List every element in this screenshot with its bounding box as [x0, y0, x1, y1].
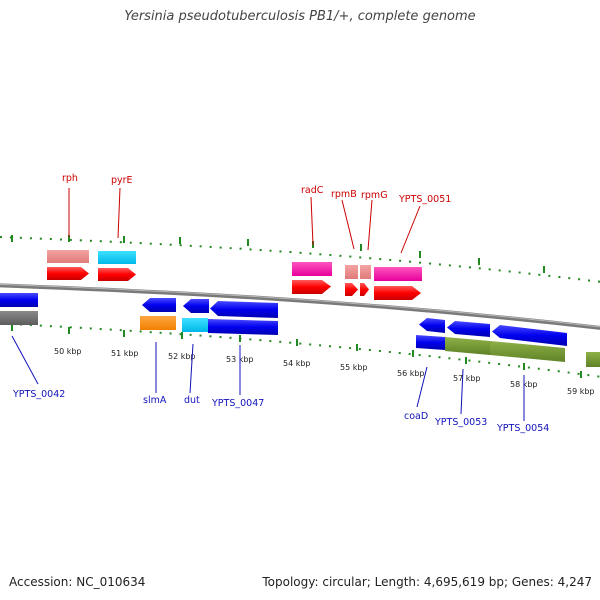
forward-gene-labels: rph pyrE radC rpmB rpmG YPTS_0051 — [62, 173, 451, 205]
forward-feature-track — [47, 250, 422, 281]
accession-text: Accession: NC_010634 — [9, 575, 146, 589]
reverse-feature-track — [0, 311, 600, 367]
cds-arrow-pyrE[interactable] — [98, 268, 136, 281]
ruler-label: 51 kbp — [111, 349, 139, 358]
cds-arrow-YPTS_0053[interactable] — [447, 321, 490, 337]
gene-label-radC[interactable]: radC — [301, 185, 324, 196]
cds-arrow-YPTS_0047[interactable] — [210, 301, 278, 318]
gene-block-YPTS_0053[interactable] — [445, 337, 490, 355]
gene-label-dut[interactable]: dut — [184, 395, 200, 406]
gene-label-YPTS_0054[interactable]: YPTS_0054 — [496, 423, 549, 434]
forward-label-leaders — [68, 187, 421, 254]
ruler-label: 50 kbp — [54, 347, 82, 356]
gene-block-YPTS_0047[interactable] — [208, 319, 278, 335]
gene-block-YPTS_0054[interactable] — [490, 341, 565, 362]
gene-block-next[interactable] — [586, 352, 600, 367]
cds-arrow-YPTS_0042[interactable] — [0, 293, 38, 307]
gene-block-dut[interactable] — [182, 318, 208, 332]
inner-ruler — [0, 322, 600, 378]
cds-arrow-dut[interactable] — [183, 299, 209, 313]
gene-label-rpmG[interactable]: rpmG — [361, 190, 388, 201]
outer-ruler — [0, 235, 600, 283]
gene-label-YPTS_0051[interactable]: YPTS_0051 — [398, 194, 451, 205]
genome-summary-text: Topology: circular; Length: 4,695,619 bp… — [262, 575, 592, 589]
cds-arrow-coaD[interactable] — [419, 318, 445, 333]
cds-arrow-YPTS_0051[interactable] — [374, 286, 421, 300]
gene-label-coaD[interactable]: coaD — [404, 411, 428, 422]
gene-label-pyrE[interactable]: pyrE — [111, 175, 133, 186]
ruler-label: 56 kbp — [397, 369, 425, 378]
gene-label-YPTS_0042[interactable]: YPTS_0042 — [12, 389, 65, 400]
ruler-label: 52 kbp — [168, 352, 196, 361]
gene-block-YPTS_0042[interactable] — [0, 311, 38, 325]
reverse-gene-labels: YPTS_0042 slmA dut YPTS_0047 coaD YPTS_0… — [12, 389, 549, 434]
gene-block-radC[interactable] — [292, 262, 332, 276]
forward-cds-track — [47, 267, 421, 300]
ruler-label: 54 kbp — [283, 359, 311, 368]
cds-arrow-YPTS_0054[interactable] — [492, 325, 567, 346]
gene-block-rpmB[interactable] — [345, 265, 358, 279]
gene-block-pyrE[interactable] — [98, 251, 136, 264]
map-title: Yersinia pseudotuberculosis PB1/+, compl… — [124, 9, 476, 24]
gene-block-slmA[interactable] — [140, 316, 176, 330]
reverse-label-leaders — [11, 335, 525, 421]
cds-arrow-rph[interactable] — [47, 267, 89, 280]
ruler-label: 59 kbp — [567, 387, 595, 396]
cds-arrow-slmA[interactable] — [142, 298, 176, 312]
ruler-label: 57 kbp — [453, 374, 481, 383]
gene-label-rpmB[interactable]: rpmB — [331, 189, 357, 200]
gene-block-YPTS_0051[interactable] — [374, 267, 422, 281]
cds-arrow-radC[interactable] — [292, 280, 331, 294]
cds-arrow-rpmG[interactable] — [360, 283, 369, 296]
gene-block-rph[interactable] — [47, 250, 89, 263]
gene-block-coaD[interactable] — [416, 335, 445, 350]
cds-arrow-rpmB[interactable] — [345, 283, 358, 296]
ruler-label: 55 kbp — [340, 363, 368, 372]
gene-label-YPTS_0047[interactable]: YPTS_0047 — [211, 398, 264, 409]
genome-backbone — [0, 283, 600, 330]
gene-label-rph[interactable]: rph — [62, 173, 78, 184]
reverse-cds-track — [0, 293, 567, 346]
gene-label-slmA[interactable]: slmA — [143, 395, 167, 406]
gene-label-YPTS_0053[interactable]: YPTS_0053 — [434, 417, 487, 428]
gene-block-rpmG[interactable] — [360, 265, 371, 279]
